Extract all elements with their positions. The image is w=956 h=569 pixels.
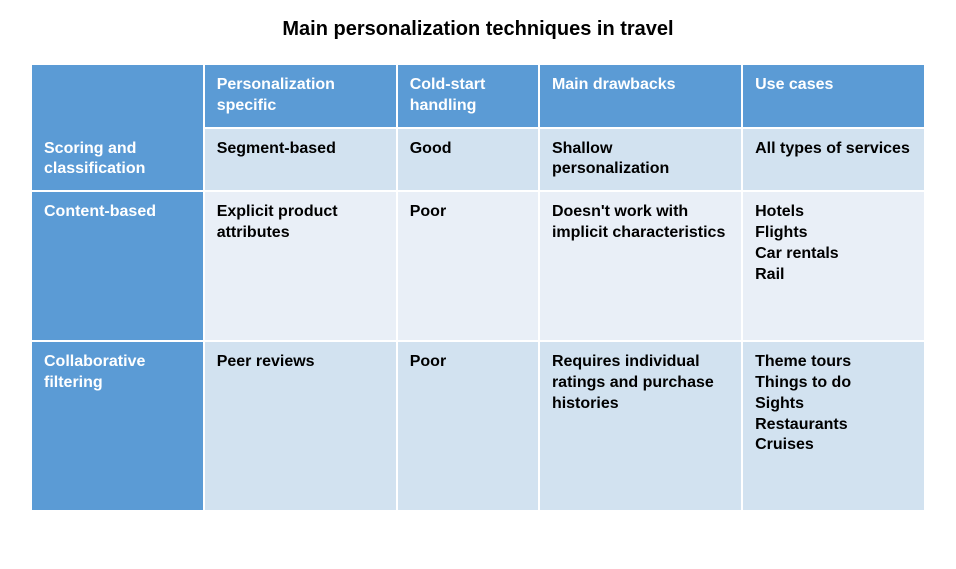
col-header-3: Use cases [742, 64, 925, 128]
cell-r0-c2: Shallow personalization [539, 128, 742, 192]
cell-r0-c0: Segment-based [204, 128, 397, 192]
col-header-0: Personalization specific [204, 64, 397, 128]
row-header-1: Content-based [31, 191, 204, 341]
table-header-row: Scoring and classification Personalizati… [31, 64, 925, 128]
cell-r1-c0: Explicit product attributes [204, 191, 397, 341]
comparison-table: Scoring and classification Personalizati… [30, 63, 926, 512]
cell-r0-c3: All types of services [742, 128, 925, 192]
cell-r1-c1: Poor [397, 191, 539, 341]
row-header-0: Scoring and classification [31, 64, 204, 191]
page: Main personalization techniques in trave… [0, 0, 956, 542]
cell-r2-c1: Poor [397, 341, 539, 511]
cell-r1-c2: Doesn't work with implicit characteristi… [539, 191, 742, 341]
cell-r2-c2: Requires individual ratings and purchase… [539, 341, 742, 511]
page-title: Main personalization techniques in trave… [30, 18, 926, 41]
table-row: Collaborative filtering Peer reviews Poo… [31, 341, 925, 511]
col-header-1: Cold-start handling [397, 64, 539, 128]
cell-r2-c3: Theme toursThings to doSightsRestaurants… [742, 341, 925, 511]
cell-r0-c1: Good [397, 128, 539, 192]
row-header-2: Collaborative filtering [31, 341, 204, 511]
cell-r1-c3: HotelsFlightsCar rentalsRail [742, 191, 925, 341]
cell-r2-c0: Peer reviews [204, 341, 397, 511]
table-row: Content-based Explicit product attribute… [31, 191, 925, 341]
col-header-2: Main drawbacks [539, 64, 742, 128]
